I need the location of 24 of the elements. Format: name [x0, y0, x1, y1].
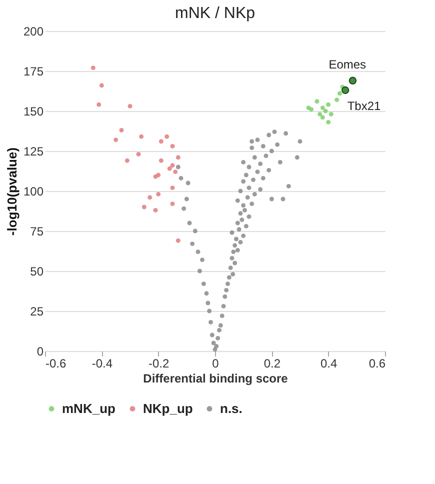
y-tick-label: 0: [36, 344, 44, 358]
y-tick-label: 25: [30, 304, 44, 318]
x-tick-label: 0.6: [368, 356, 386, 370]
y-tick-label: 150: [23, 104, 44, 118]
chart-title: mNK / NKp: [174, 5, 256, 22]
y-tick-label: 100: [23, 184, 44, 198]
legend-label: NKp_up: [143, 400, 193, 416]
y-axis-title: -log10(pvalue): [4, 147, 20, 236]
annotation: Eomes: [328, 58, 366, 72]
x-tick-label: 0.4: [320, 356, 338, 370]
y-tick-label: 125: [23, 144, 44, 158]
x-tick-label: 0.2: [264, 356, 281, 370]
annotation: Tbx21: [347, 99, 382, 114]
y-tick-label: 50: [30, 264, 44, 278]
y-tick-label: 75: [30, 224, 44, 238]
x-tick-label: -0.4: [92, 356, 113, 370]
legend-label: n.s.: [220, 400, 242, 416]
y-tick-label: 200: [23, 24, 44, 38]
x-tick-label: -0.2: [148, 356, 170, 370]
x-tick-label: -0.6: [46, 356, 67, 370]
legend-label: mNK_up: [62, 400, 116, 416]
y-tick-label: 175: [23, 64, 44, 78]
x-tick-label: 0: [212, 356, 220, 370]
x-axis-title: Differential binding score: [143, 372, 288, 386]
